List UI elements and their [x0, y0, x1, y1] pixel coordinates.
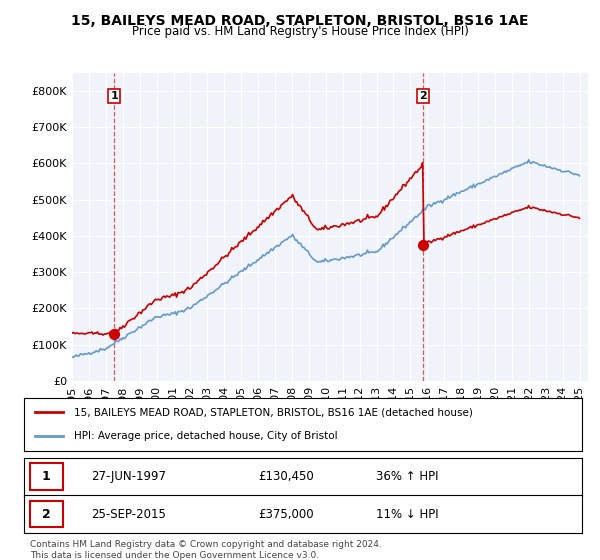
- FancyBboxPatch shape: [29, 463, 63, 490]
- Text: 11% ↓ HPI: 11% ↓ HPI: [376, 507, 438, 521]
- Text: 15, BAILEYS MEAD ROAD, STAPLETON, BRISTOL, BS16 1AE (detached house): 15, BAILEYS MEAD ROAD, STAPLETON, BRISTO…: [74, 408, 473, 418]
- Text: Price paid vs. HM Land Registry's House Price Index (HPI): Price paid vs. HM Land Registry's House …: [131, 25, 469, 38]
- Text: 15, BAILEYS MEAD ROAD, STAPLETON, BRISTOL, BS16 1AE: 15, BAILEYS MEAD ROAD, STAPLETON, BRISTO…: [71, 14, 529, 28]
- Text: Contains HM Land Registry data © Crown copyright and database right 2024.
This d: Contains HM Land Registry data © Crown c…: [30, 540, 382, 560]
- Point: [109, 329, 119, 338]
- Text: 1: 1: [42, 470, 50, 483]
- Text: 2: 2: [419, 91, 427, 101]
- FancyBboxPatch shape: [29, 501, 63, 528]
- Point: [418, 240, 428, 249]
- Text: £375,000: £375,000: [259, 507, 314, 521]
- Text: 2: 2: [42, 507, 50, 521]
- Text: 1: 1: [110, 91, 118, 101]
- Text: 27-JUN-1997: 27-JUN-1997: [91, 470, 166, 483]
- Text: £130,450: £130,450: [259, 470, 314, 483]
- Text: 36% ↑ HPI: 36% ↑ HPI: [376, 470, 438, 483]
- Text: HPI: Average price, detached house, City of Bristol: HPI: Average price, detached house, City…: [74, 431, 338, 441]
- Text: 25-SEP-2015: 25-SEP-2015: [91, 507, 166, 521]
